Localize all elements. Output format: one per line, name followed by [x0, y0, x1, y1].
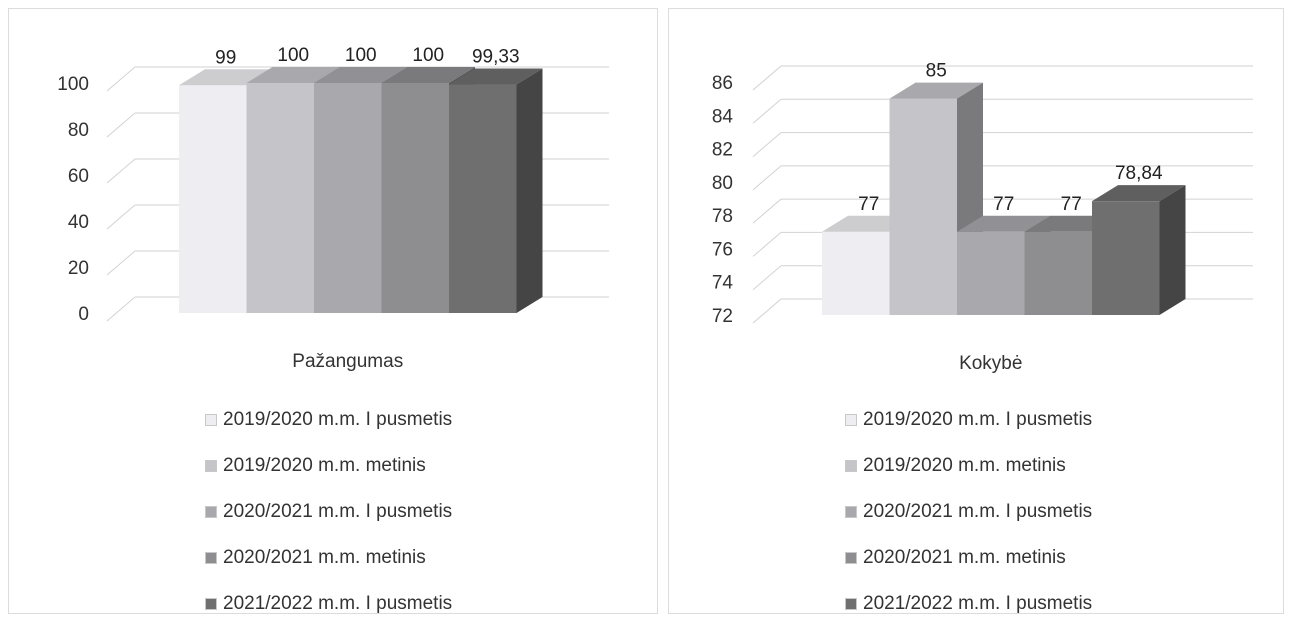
bar-chart-kokybe: 72 74 76 78 80 82 84 86 77 85 77 77 78,84 Kokybė: [712, 61, 1253, 374]
gridline-depth: [752, 65, 782, 91]
chart-panel-pazangumas: 0 20 40 60 80 100 99 100 100 100 99,33 Pažangumas 2…: [8, 8, 658, 614]
bar-side: [1159, 185, 1186, 315]
gridline-depth: [752, 232, 782, 257]
bar-top: [1092, 185, 1186, 202]
bar-front: [1092, 201, 1160, 315]
legend-label: 2020/2021 m.m. I pusmetis: [863, 501, 1093, 522]
gridline-depth: [752, 132, 782, 157]
bar-top: [381, 67, 475, 83]
y-tick-label: 72: [712, 306, 733, 327]
bar-front: [957, 231, 1025, 315]
bar-top: [957, 215, 1051, 232]
legend-label: 2021/2022 m.m. I pusmetis: [863, 593, 1093, 614]
y-tick-label: 60: [68, 166, 89, 187]
y-tick-label: 74: [712, 273, 734, 294]
gridline-depth: [106, 296, 136, 322]
data-label: 78,84: [1115, 163, 1163, 184]
legend-label: 2020/2021 m.m. I pusmetis: [223, 501, 453, 522]
legend-item: 2019/2020 m.m. metinis: [845, 443, 1092, 489]
bar-top: [889, 82, 983, 99]
legend-swatch: [205, 460, 217, 472]
bar-top: [246, 67, 340, 83]
legend-item: 2021/2022 m.m. I pusmetis: [845, 581, 1092, 627]
y-tick-label: 84: [712, 106, 734, 127]
legend-label: 2019/2020 m.m. metinis: [863, 455, 1066, 476]
legend-label: 2021/2022 m.m. I pusmetis: [223, 593, 453, 614]
bar-chart-pazangumas: 0 20 40 60 80 100 99 100 100 100 99,33 Pažangumas: [57, 45, 609, 372]
y-tick-label: 76: [712, 239, 733, 260]
legend-item: 2020/2021 m.m. I pusmetis: [845, 489, 1092, 535]
y-tick-label: 40: [68, 212, 89, 233]
legend-item: 2019/2020 m.m. metinis: [205, 443, 452, 489]
x-axis-label: Kokybė: [959, 353, 1022, 374]
bar-front: [246, 83, 314, 313]
legend-swatch: [845, 414, 857, 426]
data-label: 100: [412, 45, 444, 66]
data-label: 99,33: [472, 47, 520, 68]
gridline-depth: [752, 98, 782, 124]
data-label: 85: [926, 61, 947, 82]
data-label: 77: [858, 194, 879, 215]
legend-label: 2019/2020 m.m. I pusmetis: [223, 409, 453, 430]
legend-swatch: [205, 552, 217, 564]
y-tick-label: 86: [712, 73, 733, 94]
gridline-depth: [752, 265, 782, 291]
legend-item: 2021/2022 m.m. I pusmetis: [205, 581, 452, 627]
legend-item: 2019/2020 m.m. I pusmetis: [205, 397, 452, 443]
gridline-depth: [752, 298, 782, 324]
legend: 2019/2020 m.m. I pusmetis 2019/2020 m.m.…: [205, 397, 452, 627]
legend-swatch: [205, 414, 217, 426]
gridline-depth: [106, 112, 136, 138]
legend-label: 2020/2021 m.m. metinis: [863, 547, 1066, 568]
legend: 2019/2020 m.m. I pusmetis 2019/2020 m.m.…: [845, 397, 1092, 627]
legend-item: 2019/2020 m.m. I pusmetis: [845, 397, 1092, 443]
y-tick-label: 100: [57, 74, 89, 95]
y-tick-label: 80: [68, 120, 89, 141]
gridline-depth: [106, 66, 136, 92]
legend-swatch: [205, 506, 217, 518]
x-axis-label: Pažangumas: [292, 351, 403, 372]
data-label: 100: [345, 45, 377, 66]
y-tick-label: 78: [712, 206, 733, 227]
legend-swatch: [845, 506, 857, 518]
gridline-depth: [106, 204, 136, 230]
bar-top: [314, 67, 408, 83]
legend-swatch: [845, 552, 857, 564]
bar-front: [179, 85, 247, 313]
legend-swatch: [845, 598, 857, 610]
bar-top: [449, 68, 543, 85]
y-tick-label: 0: [78, 304, 89, 325]
y-tick-label: 80: [712, 173, 733, 194]
legend-label: 2019/2020 m.m. metinis: [223, 455, 426, 476]
bar-front: [314, 83, 382, 313]
chart-panel-kokybe: 72 74 76 78 80 82 84 86 77 85 77 77 78,84 Kokybė 2019…: [668, 8, 1284, 614]
y-tick-label: 82: [712, 140, 733, 161]
bar-front: [822, 231, 890, 315]
y-tick-label: 20: [68, 258, 89, 279]
legend-swatch: [845, 460, 857, 472]
legend-label: 2020/2021 m.m. metinis: [223, 547, 426, 568]
data-label: 100: [277, 45, 309, 66]
gridline-depth: [106, 250, 136, 276]
legend-item: 2020/2021 m.m. I pusmetis: [205, 489, 452, 535]
legend-swatch: [205, 598, 217, 610]
bar-side: [516, 68, 543, 313]
legend-item: 2020/2021 m.m. metinis: [845, 535, 1092, 581]
bar-front: [381, 83, 449, 313]
bar-top: [179, 69, 273, 86]
legend-label: 2019/2020 m.m. I pusmetis: [863, 409, 1093, 430]
gridline-depth: [106, 158, 136, 184]
data-label: 77: [1061, 194, 1082, 215]
data-label: 99: [215, 47, 236, 68]
legend-item: 2020/2021 m.m. metinis: [205, 535, 452, 581]
gridline-depth: [752, 165, 782, 191]
bar-front: [889, 98, 957, 316]
gridline-depth: [752, 198, 782, 224]
bar-front: [449, 84, 517, 313]
data-label: 77: [993, 194, 1014, 215]
bar-front: [1024, 231, 1092, 315]
